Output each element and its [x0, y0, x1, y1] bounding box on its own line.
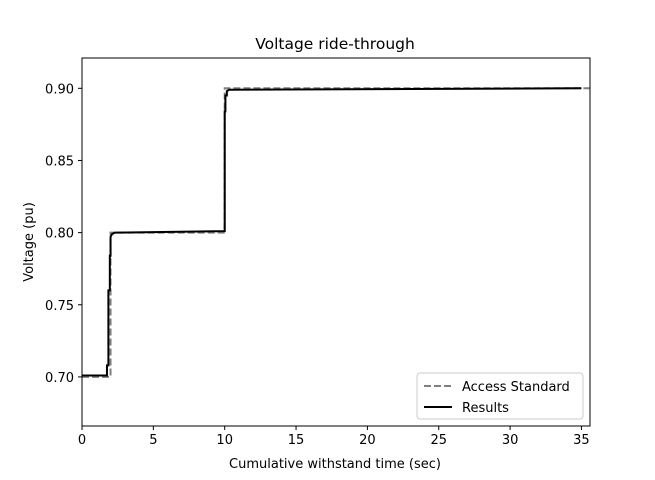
y-tick-label: 0.80	[45, 227, 74, 242]
legend-box	[416, 372, 584, 420]
legend-label-results: Results	[462, 401, 509, 416]
series-line-access-standard	[82, 87, 590, 378]
x-tick-label: 15	[288, 433, 305, 448]
series-line-results	[82, 87, 582, 377]
y-tick-label: 0.70	[45, 371, 74, 386]
plot-area	[81, 57, 591, 427]
plot-frame	[81, 57, 591, 427]
y-axis: 0.70 0.75 0.80 0.85 0.90	[45, 82, 82, 386]
x-tick-label: 35	[573, 433, 590, 448]
chart-title: Voltage ride-through	[255, 35, 415, 53]
y-axis-label: Voltage (pu)	[22, 202, 37, 282]
x-tick-label: 10	[216, 433, 233, 448]
x-tick-label: 20	[359, 433, 376, 448]
y-tick-label: 0.90	[45, 82, 74, 97]
x-axis-label: Cumulative withstand time (sec)	[229, 457, 441, 472]
x-tick-label: 30	[502, 433, 519, 448]
y-tick-label: 0.85	[45, 154, 74, 169]
x-tick-label: 25	[430, 433, 447, 448]
legend-label-access-standard: Access Standard	[462, 380, 570, 395]
x-tick-label: 5	[149, 433, 157, 448]
legend: Access Standard Results	[416, 372, 584, 420]
x-tick-label: 0	[78, 433, 86, 448]
series-layer	[82, 87, 590, 378]
x-axis: 0 5 10 15 20 25 30 35	[78, 426, 590, 448]
y-tick-label: 0.75	[45, 299, 74, 314]
plot-background	[82, 58, 590, 426]
